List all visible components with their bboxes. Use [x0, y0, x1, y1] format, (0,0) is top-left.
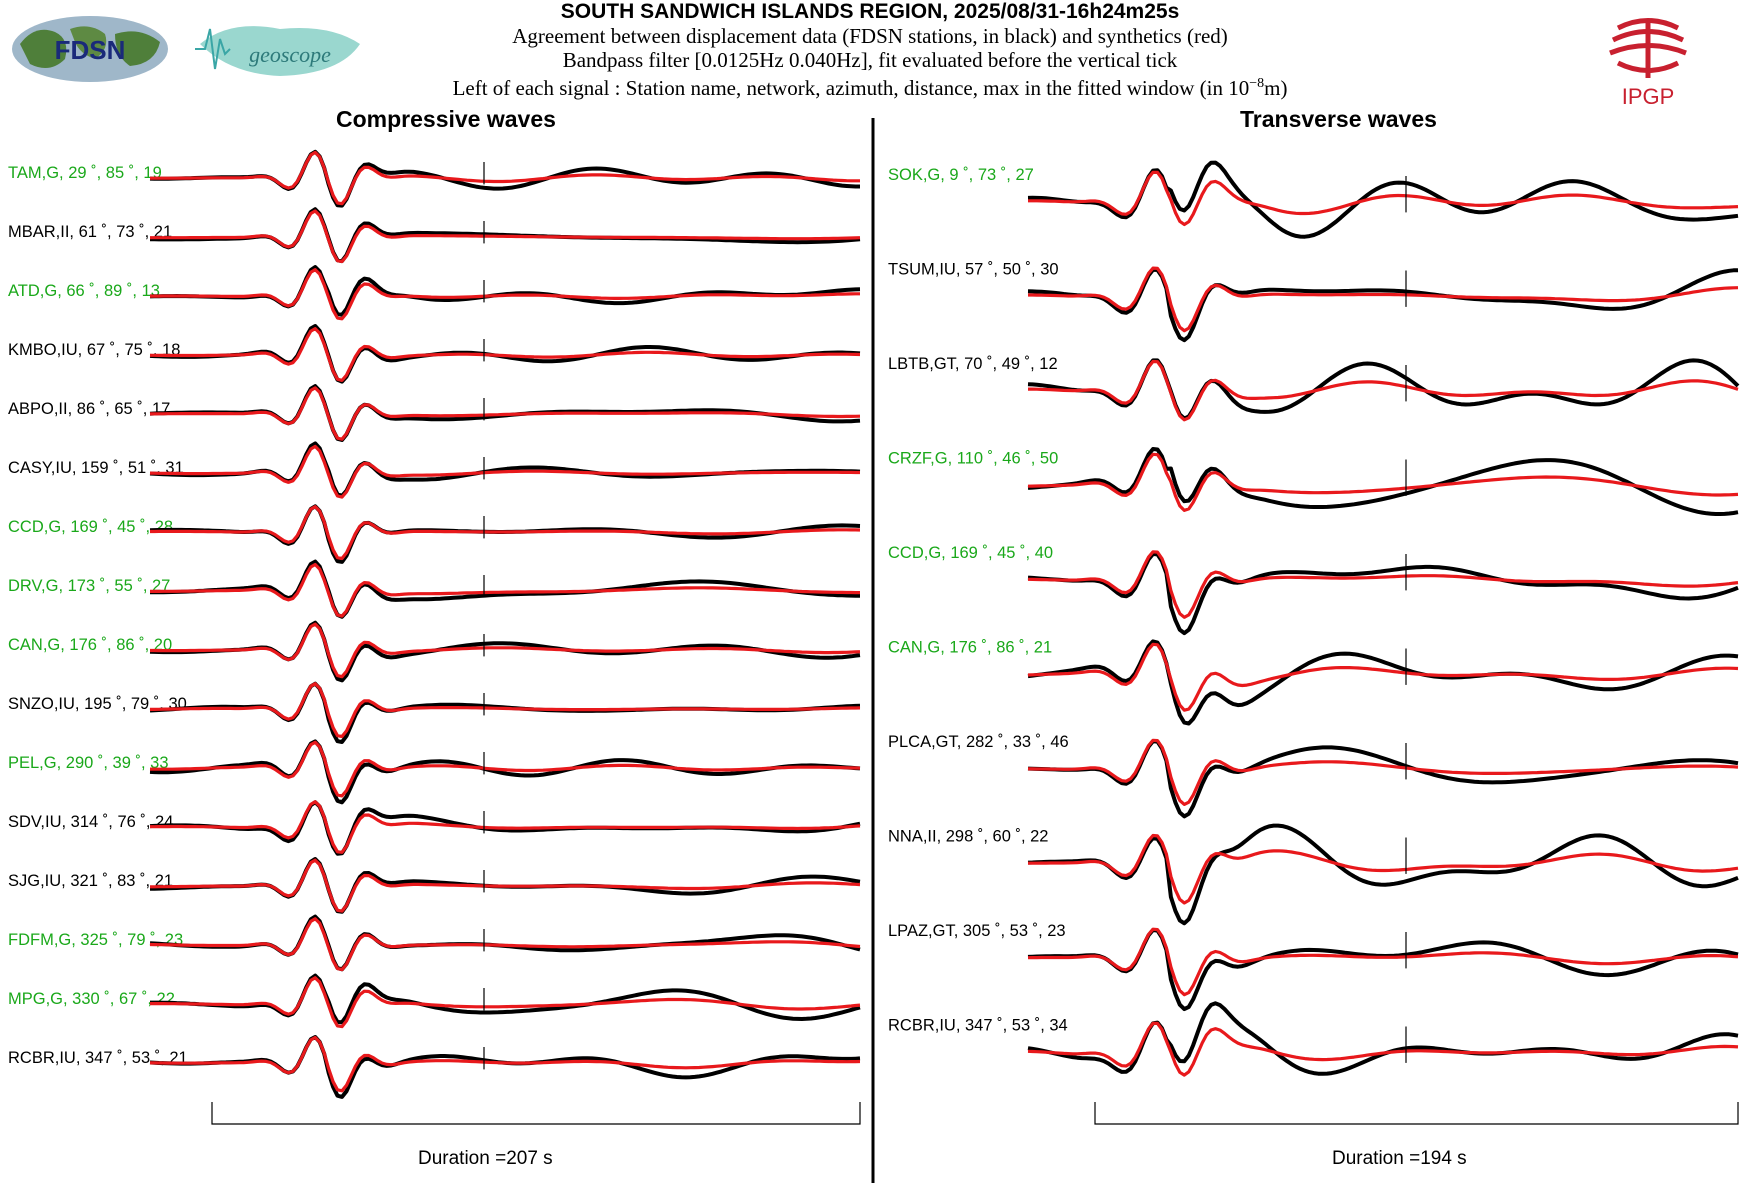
cmp-station-label: CAN,G, 176 ˚, 86 ˚, 20: [8, 636, 172, 654]
trn-data-trace: [1027, 447, 1739, 516]
trn-synthetic-trace: [1028, 266, 1739, 333]
trn-data-trace: [1027, 639, 1739, 726]
cmp-synthetic-trace: [150, 327, 861, 382]
trn-station-label: RCBR,IU, 347 ˚, 53 ˚, 34: [888, 1017, 1068, 1035]
cmp-synthetic-trace: [150, 268, 860, 321]
compressive-panel: TAM,G, 29 ˚, 85 ˚, 19 MBAR,II, 61 ˚, 73 ˚…: [8, 149, 861, 1125]
trn-data-trace: [1027, 739, 1739, 819]
trn-synthetic-trace: [1027, 550, 1739, 619]
trn-synthetic-trace: [1027, 1021, 1739, 1077]
cmp-data-trace: [149, 149, 860, 208]
subtitle-legend: Left of each signal : Station name, netw…: [452, 76, 1288, 100]
trn-data-trace: [1027, 552, 1739, 636]
trn-duration-bracket: [1094, 1102, 1739, 1125]
trn-synthetic-trace: [1028, 833, 1739, 905]
cmp-synthetic-trace: [150, 562, 860, 618]
trn-station-label: LBTB,GT, 70 ˚, 49 ˚, 12: [888, 355, 1058, 373]
cmp-station-label: ABPO,II, 86 ˚, 65 ˚, 17: [8, 400, 170, 418]
trn-station-label: NNA,II, 298 ˚, 60 ˚, 22: [888, 828, 1049, 846]
compressive-panel-title: Compressive waves: [336, 106, 556, 132]
trn-station-label: SOK,G, 9 ˚, 73 ˚, 27: [888, 166, 1034, 184]
cmp-data-trace: [149, 739, 861, 805]
trn-station-label: CCD,G, 169 ˚, 45 ˚, 40: [888, 544, 1053, 562]
cmp-synthetic-trace: [150, 209, 861, 264]
trn-station-label: PLCA,GT, 282 ˚, 33 ˚, 46: [888, 733, 1069, 751]
trn-data-trace: [1027, 358, 1740, 421]
cmp-station-label: DRV,G, 173 ˚, 55 ˚, 27: [8, 577, 170, 595]
cmp-data-trace: [149, 620, 861, 683]
cmp-station-label: CCD,G, 169 ˚, 45 ˚, 28: [8, 518, 173, 536]
cmp-station-label: SNZO,IU, 195 ˚, 79 ˚, 30: [8, 695, 187, 713]
trn-synthetic-trace: [1027, 642, 1739, 712]
cmp-data-trace: [149, 265, 861, 317]
cmp-data-trace: [149, 441, 861, 498]
subtitle-agreement: Agreement between displacement data (FDS…: [512, 24, 1228, 48]
cmp-data-trace: [150, 559, 860, 619]
trn-station-label: CRZF,G, 110 ˚, 46 ˚, 50: [888, 450, 1058, 468]
fdsn-logo: FDSN: [10, 14, 170, 89]
cmp-synthetic-trace: [150, 1035, 861, 1093]
cmp-synthetic-trace: [150, 505, 861, 561]
compressive-duration-label: Duration =207 s: [418, 1148, 553, 1169]
cmp-station-label: MPG,G, 330 ˚, 67 ˚, 22: [8, 990, 175, 1008]
cmp-data-trace: [150, 973, 861, 1025]
geoscope-logo: geoscope: [190, 14, 370, 89]
trn-data-trace: [1027, 267, 1739, 343]
cmp-synthetic-trace: [150, 682, 861, 739]
trn-station-label: TSUM,IU, 57 ˚, 50 ˚, 30: [888, 261, 1059, 279]
trn-synthetic-trace: [1027, 452, 1739, 512]
cmp-synthetic-trace: [150, 800, 861, 854]
cmp-station-label: MBAR,II, 61 ˚, 73 ˚, 21: [8, 223, 172, 241]
svg-text:IPGP: IPGP: [1622, 84, 1675, 108]
trn-data-trace: [1027, 160, 1739, 239]
ipgp-logo: IPGP: [1598, 8, 1698, 113]
cmp-station-label: RCBR,IU, 347 ˚, 53 ˚, 21: [8, 1049, 188, 1067]
cmp-duration-bracket: [211, 1102, 861, 1125]
subtitle-filter: Bandpass filter [0.0125Hz 0.040Hz], fit …: [562, 48, 1178, 72]
cmp-station-label: SDV,IU, 314 ˚, 76 ˚, 24: [8, 813, 173, 831]
cmp-station-label: KMBO,IU, 67 ˚, 75 ˚, 18: [8, 341, 180, 359]
cmp-station-label: FDFM,G, 325 ˚, 79 ˚, 23: [8, 931, 183, 949]
trn-station-label: LPAZ,GT, 305 ˚, 53 ˚, 23: [888, 922, 1066, 940]
cmp-station-label: SJG,IU, 321 ˚, 83 ˚, 21: [8, 872, 173, 890]
cmp-station-label: CASY,IU, 159 ˚, 51 ˚, 31: [8, 459, 184, 477]
cmp-data-trace: [149, 681, 861, 744]
cmp-synthetic-trace: [150, 386, 861, 441]
figure-title: SOUTH SANDWICH ISLANDS REGION, 2025/08/3…: [560, 0, 1180, 23]
trn-data-trace: [1027, 823, 1739, 926]
cmp-data-trace: [149, 1035, 861, 1099]
cmp-synthetic-trace: [150, 976, 861, 1029]
svg-text:geoscope: geoscope: [249, 42, 331, 67]
cmp-synthetic-trace: [149, 740, 861, 798]
trn-data-trace: [1027, 1001, 1739, 1076]
trn-synthetic-trace: [1028, 359, 1739, 422]
cmp-synthetic-trace: [150, 622, 861, 679]
transverse-panel: SOK,G, 9 ˚, 73 ˚, 27 TSUM,IU, 57 ˚, 50 ˚,…: [888, 160, 1740, 1125]
trn-station-label: CAN,G, 176 ˚, 86 ˚, 21: [888, 639, 1052, 657]
transverse-duration-label: Duration =194 s: [1332, 1148, 1467, 1169]
transverse-panel-title: Transverse waves: [1240, 106, 1437, 132]
trn-synthetic-trace: [1028, 738, 1739, 806]
trn-data-trace: [1027, 928, 1739, 1012]
cmp-synthetic-trace: [150, 858, 861, 913]
cmp-synthetic-trace: [149, 444, 860, 499]
trn-synthetic-trace: [1028, 170, 1739, 227]
cmp-station-label: TAM,G, 29 ˚, 85 ˚, 19: [8, 164, 162, 182]
cmp-synthetic-trace: [150, 150, 860, 206]
cmp-synthetic-trace: [149, 917, 861, 972]
cmp-station-label: ATD,G, 66 ˚, 89 ˚, 13: [8, 282, 160, 300]
trn-synthetic-trace: [1027, 927, 1739, 997]
cmp-station-label: PEL,G, 290 ˚, 39 ˚, 33: [8, 754, 169, 772]
svg-text:FDSN: FDSN: [55, 35, 126, 65]
